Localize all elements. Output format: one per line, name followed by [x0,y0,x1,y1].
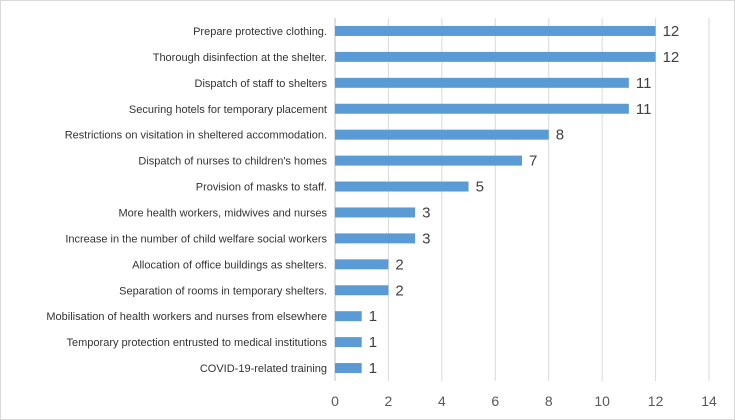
bar [335,103,629,114]
category-label: Thorough disinfection at the shelter. [153,52,327,64]
category-label: Allocation of office buildings as shelte… [132,259,327,271]
category-label: COVID-19-related training [200,363,327,375]
data-label: 7 [529,153,537,170]
data-label: 11 [636,101,652,118]
data-label: 12 [663,49,680,66]
category-label: More health workers, midwives and nurses [119,207,328,219]
bar [335,207,416,218]
bar [335,285,389,296]
bar [335,181,469,192]
bar [335,51,656,62]
category-label: Mobilisation of health workers and nurse… [46,311,327,323]
category-label: Securing hotels for temporary placement [129,104,327,116]
category-label: Dispatch of nurses to children's homes [138,156,327,168]
x-tick-label: 2 [385,393,393,409]
bar [335,259,389,270]
x-tick-label: 4 [438,393,446,409]
bar [335,337,362,348]
data-label: 11 [636,75,652,92]
x-tick-label: 0 [331,393,339,409]
bar [335,129,549,140]
data-label: 3 [422,204,430,221]
data-label: 2 [395,256,403,273]
bar [335,155,522,166]
x-tick-label: 14 [701,393,717,409]
data-label: 12 [663,23,680,40]
x-tick-label: 12 [648,393,664,409]
data-label: 5 [476,179,484,196]
data-label: 1 [369,308,377,325]
x-tick-label: 6 [491,393,499,409]
x-tick-label: 8 [545,393,553,409]
category-label: Restrictions on visitation in sheltered … [65,130,327,142]
category-label: Prepare protective clothing. [193,26,327,38]
bar [335,77,629,88]
bar [335,311,362,322]
data-label: 3 [422,230,430,247]
category-label: Temporary protection entrusted to medica… [67,337,328,349]
data-label: 1 [369,360,377,377]
bar [335,233,416,244]
data-label: 1 [369,334,377,351]
data-label: 2 [395,282,403,299]
category-label: Provision of masks to staff. [196,182,327,194]
category-label: Dispatch of staff to shelters [195,78,328,90]
bar [335,25,656,36]
bar [335,363,362,374]
data-label: 8 [556,127,564,144]
category-label: Increase in the number of child welfare … [65,233,327,245]
x-tick-label: 10 [594,393,610,409]
category-label: Separation of rooms in temporary shelter… [119,285,327,297]
